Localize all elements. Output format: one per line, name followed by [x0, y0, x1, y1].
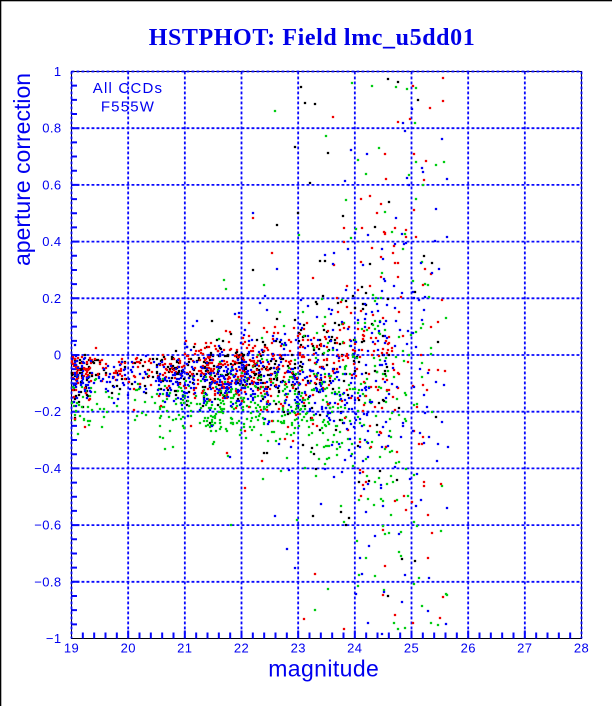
svg-text:0: 0: [54, 348, 62, 363]
svg-text:22: 22: [234, 641, 249, 656]
svg-text:−0.2: −0.2: [34, 404, 61, 419]
svg-text:20: 20: [121, 641, 136, 656]
svg-text:24: 24: [347, 641, 362, 656]
svg-text:21: 21: [177, 641, 192, 656]
svg-text:0.2: 0.2: [42, 291, 61, 306]
svg-text:−0.4: −0.4: [34, 461, 61, 476]
svg-text:23: 23: [291, 641, 306, 656]
svg-text:19: 19: [64, 641, 79, 656]
svg-text:26: 26: [461, 641, 476, 656]
svg-text:1: 1: [54, 64, 62, 79]
svg-text:HSTPHOT: Field lmc_u5dd01: HSTPHOT: Field lmc_u5dd01: [149, 25, 476, 51]
svg-text:−1: −1: [46, 631, 62, 646]
svg-text:28: 28: [574, 641, 589, 656]
svg-text:0.6: 0.6: [42, 177, 61, 192]
svg-text:aperture correction: aperture correction: [9, 73, 35, 266]
svg-text:27: 27: [517, 641, 532, 656]
svg-text:magnitude: magnitude: [268, 656, 379, 682]
svg-text:−0.8: −0.8: [34, 574, 61, 589]
svg-text:0.8: 0.8: [42, 121, 61, 136]
svg-text:−0.6: −0.6: [34, 518, 61, 533]
svg-text:F555W: F555W: [101, 99, 155, 116]
svg-text:All CCDs: All CCDs: [93, 80, 163, 97]
svg-text:0.4: 0.4: [42, 234, 61, 249]
svg-text:25: 25: [404, 641, 419, 656]
